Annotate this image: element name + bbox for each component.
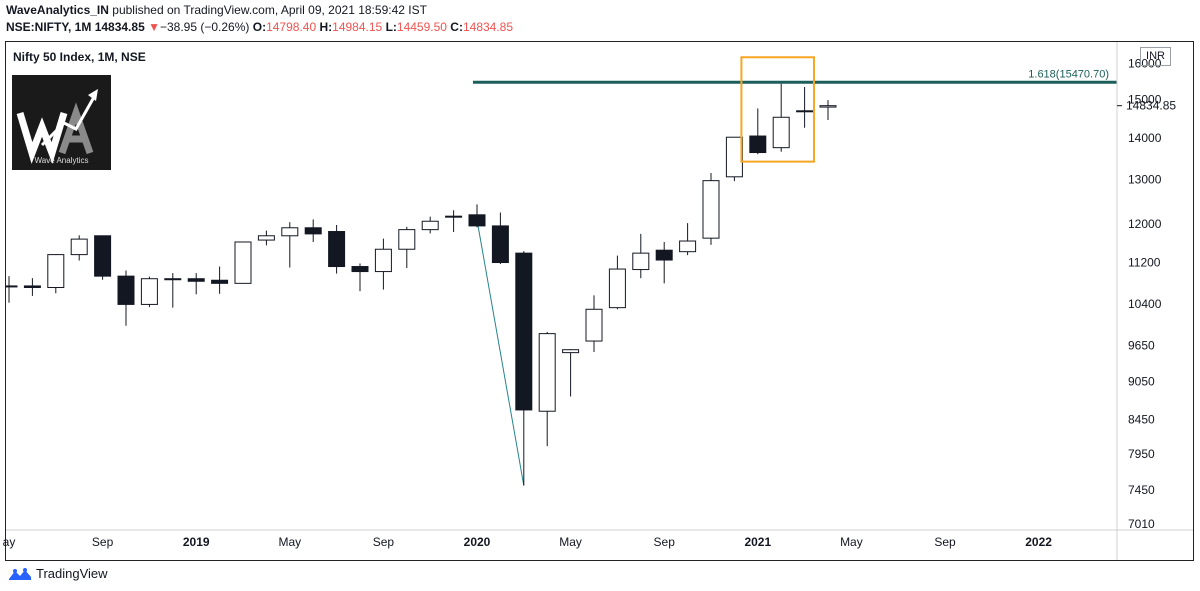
y-tick-label: 9050 — [1128, 374, 1155, 388]
chart-legend-title: Nifty 50 Index, 1M, NSE — [13, 50, 146, 64]
candle-body — [234, 241, 252, 284]
currency-selector[interactable]: INR — [1140, 47, 1171, 66]
candle-body — [140, 278, 158, 305]
plot-area[interactable]: 1.618(15470.70) — [1, 56, 1117, 486]
candle-body — [725, 136, 743, 178]
candle-body — [608, 268, 626, 309]
publish-info: WaveAnalytics_IN published on TradingVie… — [6, 3, 427, 17]
open-label: O: — [252, 20, 267, 34]
candle-body — [819, 105, 837, 108]
y-tick-label: 7010 — [1128, 517, 1155, 531]
candle-body — [257, 235, 275, 241]
change-value: −38.95 (−0.26%) — [159, 20, 250, 34]
chart-frame[interactable] — [5, 41, 1194, 561]
candle-body — [468, 214, 486, 227]
candle-body — [6, 285, 18, 288]
x-tick-label: 2019 — [183, 535, 210, 549]
candle-body — [398, 229, 416, 250]
candle-body — [187, 278, 205, 282]
wave-analytics-logo: Wave Analytics — [12, 75, 111, 170]
low-label: L: — [385, 20, 397, 34]
candle-body — [632, 252, 650, 271]
candle-body — [702, 180, 720, 239]
x-tick-label: Sep — [654, 535, 676, 549]
y-tick-label: 13000 — [1128, 172, 1162, 186]
high-value: 14984.15 — [332, 20, 383, 34]
candle-body — [421, 220, 439, 231]
y-tick-label: 14000 — [1128, 131, 1162, 145]
y-tick-label: 12000 — [1128, 217, 1162, 231]
published-text: published on TradingView.com, April 09, … — [108, 3, 427, 17]
last-price: 14834.85 — [94, 20, 145, 34]
candle-body — [562, 349, 580, 354]
logo-caption: Wave Analytics — [34, 156, 89, 165]
close-value: 14834.85 — [462, 20, 514, 34]
candle-body — [47, 254, 65, 288]
x-tick-label: Sep — [92, 535, 114, 549]
candle-body — [351, 266, 369, 273]
x-tick-label: 2021 — [744, 535, 771, 549]
candle-body — [328, 231, 346, 268]
candle-body — [515, 252, 533, 411]
tradingview-logo-icon — [9, 567, 31, 580]
candle-body — [164, 278, 182, 281]
x-tick-label: ay — [3, 535, 16, 549]
fib-level-label: 1.618(15470.70) — [1028, 68, 1109, 80]
y-tick-label: 7950 — [1128, 447, 1155, 461]
x-tick-label: 2020 — [464, 535, 491, 549]
x-tick-label: May — [278, 535, 301, 549]
candle-body — [796, 110, 814, 113]
highlight-box — [740, 56, 815, 163]
open-value: 14798.40 — [266, 20, 317, 34]
close-label: C: — [450, 20, 463, 34]
candle-body — [94, 235, 112, 277]
candle-body — [281, 227, 299, 237]
x-tick-label: Sep — [373, 535, 395, 549]
low-value: 14459.50 — [396, 20, 447, 34]
publisher-name[interactable]: WaveAnalytics_IN — [6, 3, 109, 17]
candle-body — [117, 275, 135, 305]
last-price-label: 14834.85 — [1126, 99, 1176, 113]
candle-body — [374, 248, 392, 273]
y-tick-label: 15000 — [1128, 93, 1162, 107]
symbol-label: NSE:NIFTY, 1M — [6, 20, 92, 34]
wave-line — [476, 219, 525, 486]
candle-body — [749, 135, 767, 154]
y-tick-label: 8450 — [1128, 413, 1155, 427]
y-tick-label: 11200 — [1128, 256, 1161, 270]
candle-body — [304, 227, 322, 235]
high-label: H: — [319, 20, 333, 34]
x-tick-label: May — [840, 535, 863, 549]
candle-body — [772, 116, 790, 149]
ohlc-summary: NSE:NIFTY, 1M 14834.85 ▼−38.95 (−0.26%) … — [6, 20, 513, 34]
y-tick-label: 9650 — [1128, 339, 1155, 353]
candle-body — [23, 285, 41, 288]
candle-body — [491, 225, 509, 264]
candle-body — [211, 279, 229, 284]
y-tick-label: 10400 — [1128, 297, 1162, 311]
footer-brand-label: TradingView — [36, 566, 108, 581]
candle-body — [585, 308, 603, 342]
candle-body — [445, 215, 463, 218]
x-tick-label: Sep — [934, 535, 956, 549]
candle-body — [679, 240, 697, 253]
footer-brand[interactable]: TradingView — [8, 566, 108, 581]
candle-body — [538, 333, 556, 412]
y-tick-label: 7450 — [1128, 483, 1155, 497]
candle-body — [70, 238, 88, 256]
candle-body — [655, 249, 673, 261]
change-arrow-icon: ▼ — [148, 20, 160, 34]
x-tick-label: 2022 — [1025, 535, 1052, 549]
y-tick-label: 16000 — [1128, 57, 1162, 71]
x-tick-label: May — [559, 535, 582, 549]
